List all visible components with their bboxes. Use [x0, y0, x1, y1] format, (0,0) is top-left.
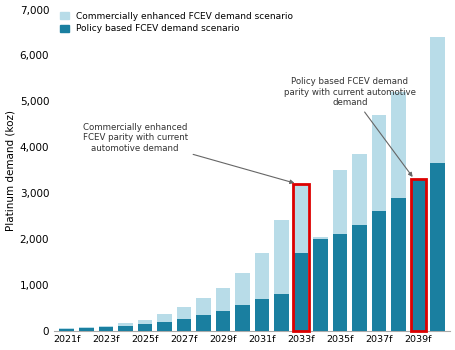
Bar: [118, 326, 132, 331]
Bar: [313, 239, 327, 331]
Bar: [98, 327, 113, 331]
Bar: [196, 298, 210, 331]
Bar: [137, 324, 152, 331]
Legend: Commercially enhanced FCEV demand scenario, Policy based FCEV demand scenario: Commercially enhanced FCEV demand scenar…: [59, 11, 293, 34]
Bar: [273, 219, 288, 331]
Bar: [176, 319, 191, 331]
Bar: [254, 299, 269, 331]
Bar: [352, 225, 366, 331]
Bar: [293, 184, 308, 331]
Bar: [59, 329, 74, 331]
Bar: [390, 92, 405, 331]
Bar: [157, 322, 172, 331]
Bar: [332, 234, 347, 331]
Bar: [235, 305, 249, 331]
Bar: [430, 37, 444, 331]
Bar: [410, 179, 425, 331]
Bar: [390, 198, 405, 331]
Bar: [352, 154, 366, 331]
Y-axis label: Platinum demand (koz): Platinum demand (koz): [5, 110, 15, 231]
Text: Commercially enhanced
FCEV parity with current
automotive demand: Commercially enhanced FCEV parity with c…: [82, 123, 293, 183]
Bar: [176, 307, 191, 331]
Bar: [313, 237, 327, 331]
Bar: [59, 328, 74, 331]
Bar: [79, 327, 93, 331]
Bar: [293, 184, 308, 331]
Bar: [371, 211, 386, 331]
Bar: [293, 253, 308, 331]
Bar: [215, 311, 230, 331]
Bar: [430, 163, 444, 331]
Bar: [79, 328, 93, 331]
Bar: [273, 294, 288, 331]
Bar: [137, 320, 152, 331]
Bar: [371, 115, 386, 331]
Bar: [196, 315, 210, 331]
Bar: [235, 273, 249, 331]
Bar: [98, 326, 113, 331]
Bar: [254, 253, 269, 331]
Bar: [410, 179, 425, 331]
Bar: [332, 170, 347, 331]
Bar: [118, 323, 132, 331]
Bar: [157, 314, 172, 331]
Bar: [215, 288, 230, 331]
Text: Policy based FCEV demand
parity with current automotive
demand: Policy based FCEV demand parity with cur…: [283, 77, 415, 176]
Bar: [410, 179, 425, 331]
